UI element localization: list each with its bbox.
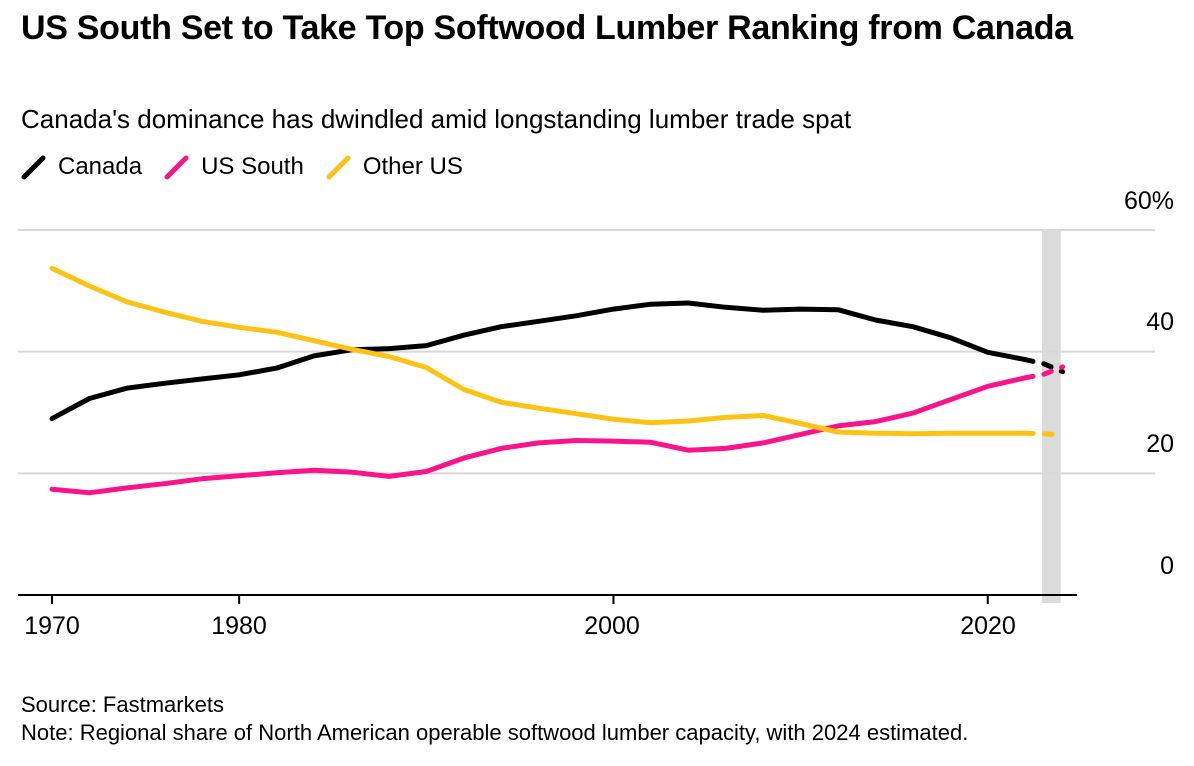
series-line-us-south (49, 375, 1028, 496)
line-swatch-icon (164, 155, 189, 179)
series-line-canada (49, 300, 1028, 422)
chart-subtitle: Canada's dominance has dwindled amid lon… (21, 104, 852, 134)
legend-label: US South (201, 153, 304, 180)
estimated-period-band (1042, 230, 1061, 603)
legend-label: Canada (58, 153, 143, 180)
line-swatch-icon (326, 155, 351, 179)
line-swatch-icon (21, 155, 46, 179)
series-line-other-us (49, 265, 1028, 437)
x-axis-tick-label-2000: 2000 (584, 612, 640, 640)
chart-title: US South Set to Take Top Softwood Lumber… (21, 9, 1073, 47)
chart-legend: Canada US South Other US (20, 151, 463, 183)
series-line-dashed-us-south (1022, 364, 1066, 381)
series-line-dashed-other-us (1022, 430, 1066, 438)
y-axis-tick-label-60: 60% (1123, 187, 1174, 215)
note-line: Note: Regional share of North American o… (21, 720, 969, 745)
y-axis-tick-label-0: 0 (1160, 552, 1174, 580)
legend-item-us-south: US South (163, 152, 304, 182)
x-axis-tick-label-1980: 1980 (211, 612, 267, 640)
series-line-dashed-canada (1022, 357, 1066, 375)
x-axis-tick-label-2020: 2020 (960, 612, 1016, 640)
legend-label: Other US (362, 153, 463, 180)
legend-item-other-us: Other US (325, 152, 463, 182)
y-axis-tick-label-20: 20 (1146, 430, 1174, 458)
y-axis-tick-label-40: 40 (1146, 308, 1174, 336)
x-axis-tick-label-1970: 1970 (24, 612, 80, 640)
source-line: Source: Fastmarkets (21, 692, 224, 717)
legend-item-canada: Canada (20, 152, 142, 182)
